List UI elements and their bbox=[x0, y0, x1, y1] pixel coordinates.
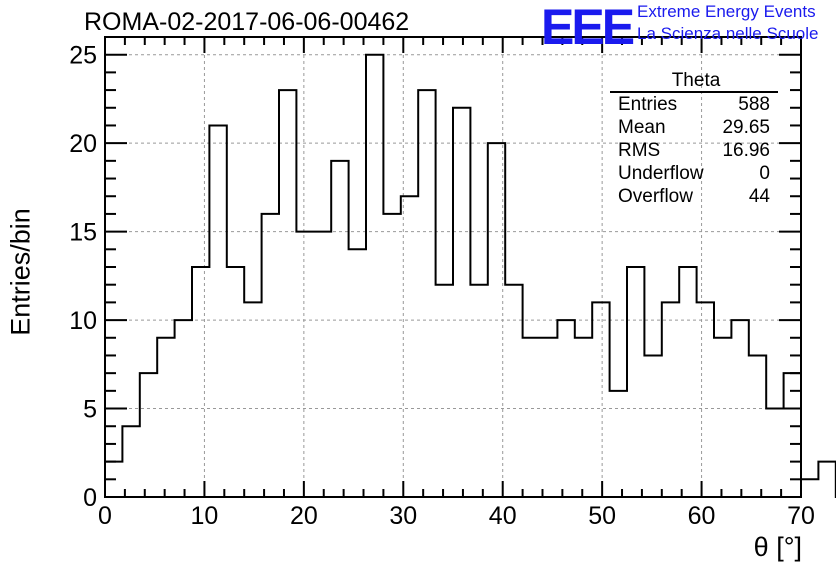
x-tick-label: 0 bbox=[98, 502, 112, 530]
histogram-bin bbox=[453, 108, 470, 497]
logo-text-line1: Extreme Energy Events bbox=[637, 2, 816, 21]
histogram-bin bbox=[470, 285, 487, 497]
axis-ticks bbox=[104, 36, 802, 498]
stat-row-underflow: Underflow 0 bbox=[610, 162, 778, 185]
histogram-bin bbox=[662, 302, 679, 497]
stat-label: RMS bbox=[618, 140, 661, 161]
histogram-bin bbox=[296, 232, 313, 497]
stats-box: Theta Entries 588 Mean 29.65 RMS 16.96 U… bbox=[610, 70, 778, 208]
histogram-bin bbox=[192, 267, 209, 497]
stat-row-entries: Entries 588 bbox=[610, 93, 778, 116]
x-tick-label: 10 bbox=[191, 502, 219, 530]
histogram-bin bbox=[279, 90, 296, 497]
logo-text-line2: La Scienza nelle Scuole bbox=[637, 24, 819, 43]
stat-row-mean: Mean 29.65 bbox=[610, 116, 778, 139]
histogram-outline bbox=[105, 53, 836, 498]
histogram-bin bbox=[766, 409, 783, 497]
histogram-bin bbox=[801, 479, 818, 497]
x-tick-label: 70 bbox=[787, 502, 815, 530]
eee-logo-mark: EEE bbox=[541, 0, 635, 55]
histogram-bin bbox=[227, 267, 244, 497]
stat-value: 0 bbox=[759, 163, 770, 184]
histogram-bin bbox=[436, 285, 453, 497]
histogram-bin bbox=[418, 90, 435, 497]
histogram-bin bbox=[488, 143, 505, 497]
stat-value: 29.65 bbox=[722, 117, 770, 138]
y-tick-label: 20 bbox=[69, 130, 97, 158]
tick-labels: 0 10 20 30 40 50 60 70 0 5 10 15 20 25 bbox=[69, 42, 815, 530]
y-tick-label: 15 bbox=[69, 219, 97, 247]
y-tick-label: 0 bbox=[83, 484, 97, 512]
histogram-bin bbox=[157, 338, 174, 497]
x-tick-label: 40 bbox=[489, 502, 517, 530]
x-tick-label: 60 bbox=[688, 502, 716, 530]
histogram-bin bbox=[697, 302, 714, 497]
histogram-bin bbox=[331, 161, 348, 497]
histogram-bin bbox=[244, 302, 261, 497]
histogram-bin bbox=[140, 373, 157, 497]
histogram-bin bbox=[818, 462, 835, 497]
histogram-bin bbox=[175, 320, 192, 497]
y-tick-label: 10 bbox=[69, 307, 97, 335]
x-axis-label: θ [°] bbox=[753, 532, 802, 562]
histogram-bin bbox=[540, 338, 557, 497]
stat-row-overflow: Overflow 44 bbox=[610, 185, 778, 208]
stat-value: 16.96 bbox=[722, 140, 770, 161]
histogram-bin bbox=[592, 302, 609, 497]
histogram-bin bbox=[644, 355, 661, 497]
stat-value: 588 bbox=[738, 94, 770, 115]
y-axis-label-text: Entries/bin bbox=[5, 208, 36, 336]
stat-value: 44 bbox=[748, 186, 770, 207]
histogram-bin bbox=[262, 214, 279, 497]
chart-title: ROMA-02-2017-06-06-00462 bbox=[84, 8, 410, 36]
histogram-bin bbox=[714, 338, 731, 497]
stats-title: Theta bbox=[610, 70, 778, 93]
x-tick-label: 50 bbox=[588, 502, 616, 530]
histogram-bin bbox=[610, 391, 627, 497]
histogram-bin bbox=[349, 249, 366, 497]
stat-label: Entries bbox=[618, 94, 678, 115]
histogram-bin bbox=[627, 267, 644, 497]
histogram-bin bbox=[679, 267, 696, 497]
y-axis-label: Entries/bin bbox=[6, 208, 37, 336]
stat-row-rms: RMS 16.96 bbox=[610, 139, 778, 162]
y-tick-label: 5 bbox=[83, 396, 97, 424]
stat-label: Mean bbox=[618, 117, 666, 138]
histogram-bin bbox=[209, 125, 226, 497]
stat-label: Overflow bbox=[618, 186, 693, 207]
histogram-bin bbox=[575, 338, 592, 497]
histogram-bin bbox=[505, 285, 522, 497]
histogram-bin bbox=[383, 214, 400, 497]
histogram-bin bbox=[749, 355, 766, 497]
histogram-bin bbox=[314, 232, 331, 497]
x-tick-label: 30 bbox=[389, 502, 417, 530]
y-tick-label: 25 bbox=[69, 42, 97, 70]
x-tick-label: 20 bbox=[290, 502, 318, 530]
histogram-bin bbox=[557, 320, 574, 497]
histogram-bin bbox=[731, 320, 748, 497]
histogram-bin bbox=[366, 55, 383, 497]
histogram-bin bbox=[523, 338, 540, 497]
histogram-bin bbox=[122, 426, 139, 497]
stat-label: Underflow bbox=[618, 163, 704, 184]
histogram-bins bbox=[105, 53, 836, 498]
histogram-bin bbox=[401, 196, 418, 497]
